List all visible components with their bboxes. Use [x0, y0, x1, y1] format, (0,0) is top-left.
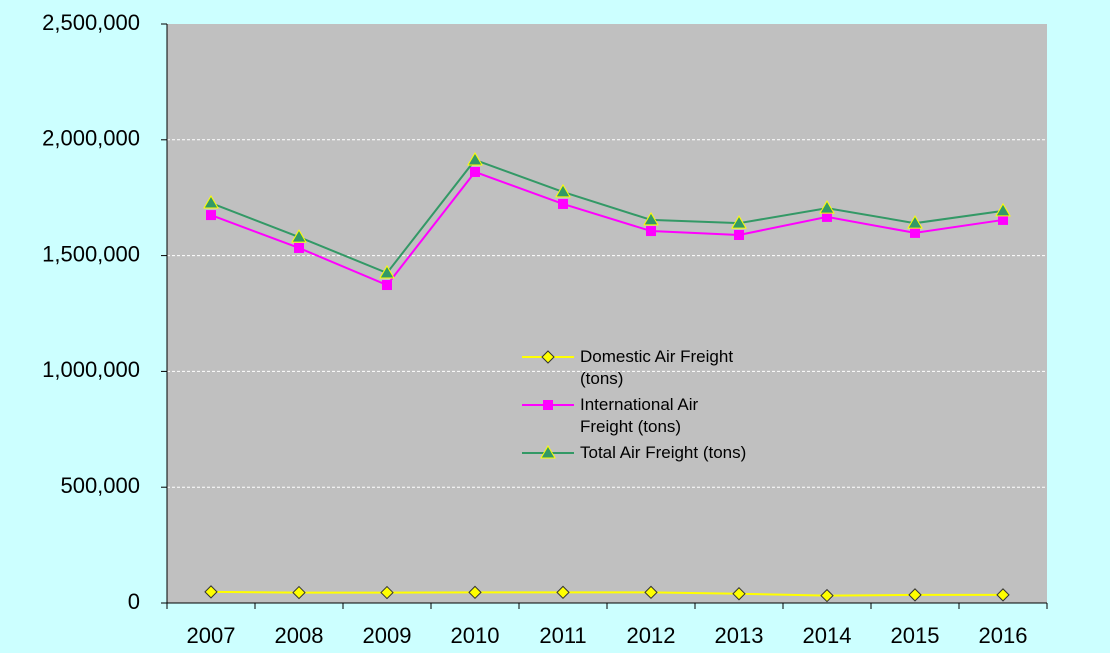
marker — [995, 202, 1011, 217]
legend-label: Domestic Air Freight (tons) — [580, 347, 734, 388]
y-tick-label: 2,500,000 — [42, 10, 140, 35]
legend-label: Total Air Freight (tons) — [580, 443, 747, 462]
marker — [998, 214, 1008, 225]
y-tick-label: 1,500,000 — [42, 241, 140, 266]
x-tick-label: 2010 — [451, 623, 500, 648]
legend-icon — [522, 445, 574, 459]
marker — [206, 210, 216, 221]
x-tick-label: 2011 — [539, 623, 586, 648]
marker — [731, 215, 747, 229]
marker — [294, 242, 304, 253]
marker — [558, 198, 568, 209]
legend: Domestic Air Freight (tons) International… — [520, 346, 770, 468]
marker — [907, 215, 923, 229]
marker — [291, 229, 307, 243]
marker — [643, 211, 659, 226]
x-tick-label: 2013 — [715, 623, 764, 648]
x-tick-label: 2009 — [363, 623, 412, 648]
series-line — [210, 170, 1004, 287]
series-line — [210, 158, 1004, 275]
marker — [910, 227, 920, 238]
series-line — [210, 590, 1003, 597]
marker — [467, 151, 483, 166]
marker — [203, 195, 219, 209]
marker — [819, 200, 835, 214]
legend-icon — [522, 350, 574, 364]
y-tick-label: 1,000,000 — [42, 357, 140, 382]
marker — [555, 183, 571, 198]
legend-icon — [522, 400, 574, 410]
marker — [822, 211, 832, 222]
marker — [540, 445, 556, 459]
marker — [380, 585, 394, 600]
marker — [996, 588, 1010, 602]
marker — [820, 588, 834, 603]
x-tick-label: 2014 — [803, 623, 852, 648]
marker — [541, 350, 555, 364]
marker — [732, 587, 746, 601]
legend-entry: Domestic Air Freight (tons) — [520, 346, 750, 390]
marker — [908, 588, 922, 602]
y-tick-label: 500,000 — [60, 473, 140, 498]
legend-entry: International Air Freight (tons) — [520, 394, 750, 438]
x-tick-label: 2015 — [891, 623, 940, 648]
x-tick-label: 2007 — [187, 623, 236, 648]
y-tick-label: 2,000,000 — [42, 126, 140, 151]
x-tick-label: 2008 — [275, 623, 324, 648]
marker — [470, 166, 480, 177]
x-tick-label: 2016 — [979, 623, 1028, 648]
marker — [382, 280, 392, 291]
legend-label: International Air Freight (tons) — [580, 395, 699, 436]
legend-entry: Total Air Freight (tons) — [520, 442, 750, 464]
marker — [644, 585, 658, 600]
marker — [646, 226, 656, 237]
marker — [556, 585, 570, 600]
marker — [204, 585, 218, 599]
marker — [292, 585, 306, 600]
marker — [379, 264, 395, 279]
marker — [543, 400, 553, 410]
marker — [468, 585, 482, 600]
marker — [734, 229, 744, 240]
x-tick-label: 2012 — [627, 623, 676, 648]
plot-area — [167, 24, 1047, 603]
y-tick-label: 0 — [128, 589, 140, 614]
